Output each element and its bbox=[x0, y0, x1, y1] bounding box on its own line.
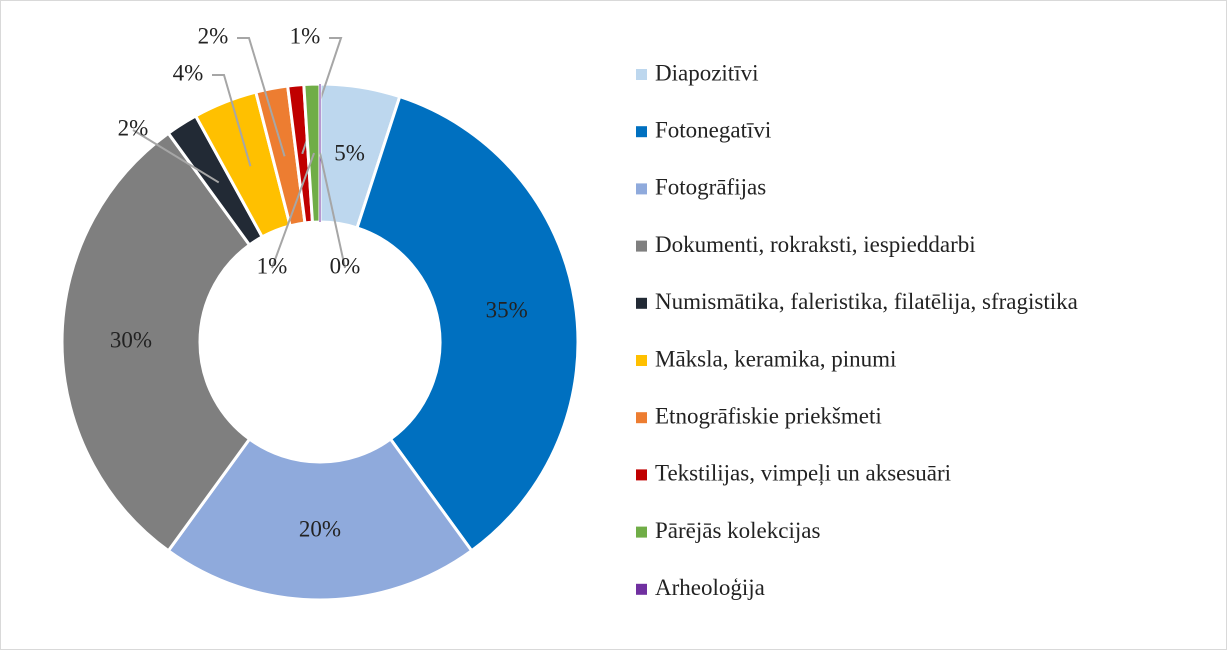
donut-slice bbox=[60, 131, 252, 553]
legend-label: Etnogrāfiskie priekšmeti bbox=[655, 403, 882, 428]
leader-line bbox=[132, 129, 220, 184]
data-label: 0% bbox=[330, 253, 361, 278]
legend-swatch bbox=[636, 183, 647, 195]
legend-swatch bbox=[636, 126, 647, 138]
leader-line bbox=[319, 152, 346, 269]
leader-line bbox=[212, 74, 252, 167]
legend-label: Arheoloģija bbox=[655, 575, 765, 600]
donut-slice bbox=[166, 436, 474, 602]
legend-label: Fotogrāfijas bbox=[655, 175, 766, 200]
data-label: 2% bbox=[198, 23, 229, 48]
data-label: 1% bbox=[290, 23, 321, 48]
data-label: 20% bbox=[299, 516, 341, 541]
legend-swatch bbox=[636, 297, 647, 309]
data-label: 5% bbox=[334, 141, 365, 166]
legend-label: Fotonegatīvi bbox=[655, 117, 771, 142]
data-label: 35% bbox=[486, 298, 528, 323]
legend-label: Numismātika, faleristika, filatēlija, sf… bbox=[655, 289, 1078, 314]
legend-label: Diapozitīvi bbox=[655, 60, 758, 85]
legend-swatch bbox=[636, 469, 647, 481]
leader-line bbox=[271, 152, 316, 269]
leader-line bbox=[237, 37, 286, 157]
data-label: 30% bbox=[110, 327, 152, 352]
legend-swatch bbox=[636, 583, 647, 595]
legend-swatch bbox=[636, 526, 647, 538]
legend-label: Pārējās kolekcijas bbox=[655, 518, 820, 543]
legend-label: Tekstilijas, vimpeļi un aksesuāri bbox=[655, 461, 951, 487]
legend-label: Dokumenti, rokraksti, iespieddarbi bbox=[655, 232, 976, 257]
donut-slice bbox=[355, 94, 580, 553]
legend-swatch bbox=[636, 240, 647, 252]
legend-swatch bbox=[636, 355, 647, 366]
legend-swatch bbox=[636, 412, 647, 424]
data-label: 1% bbox=[257, 253, 288, 278]
data-label: 4% bbox=[173, 60, 204, 85]
legend-swatch bbox=[636, 69, 647, 80]
legend-label: Māksla, keramika, pinumi bbox=[655, 346, 896, 371]
data-label: 2% bbox=[118, 115, 149, 140]
